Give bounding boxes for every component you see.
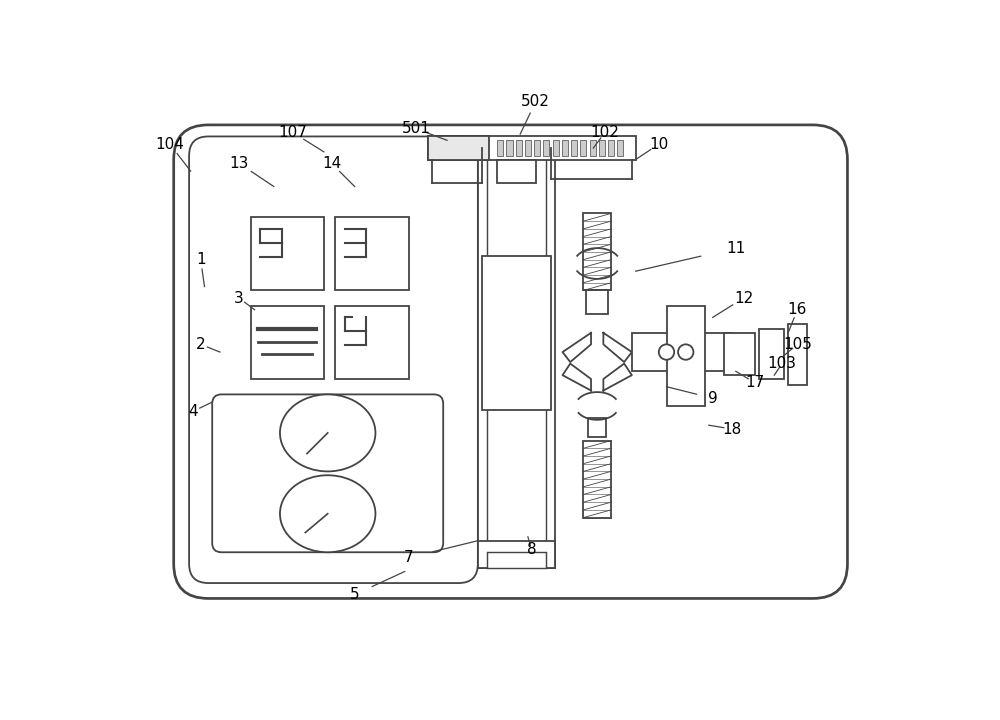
Bar bbox=[478, 541, 555, 567]
Bar bbox=[251, 217, 324, 290]
Text: 18: 18 bbox=[722, 421, 742, 436]
Bar bbox=[586, 290, 608, 313]
Polygon shape bbox=[563, 364, 591, 390]
Text: 13: 13 bbox=[229, 156, 249, 171]
Bar bbox=[617, 140, 623, 156]
Ellipse shape bbox=[280, 395, 375, 472]
Bar bbox=[583, 441, 611, 518]
Bar bbox=[590, 140, 596, 156]
Text: 4: 4 bbox=[188, 404, 198, 419]
Text: 12: 12 bbox=[734, 291, 753, 306]
Bar bbox=[335, 306, 409, 379]
Bar bbox=[497, 140, 503, 156]
Text: 105: 105 bbox=[783, 337, 812, 352]
Bar bbox=[571, 140, 577, 156]
FancyBboxPatch shape bbox=[174, 125, 847, 598]
Bar bbox=[534, 140, 540, 156]
Bar bbox=[788, 323, 807, 385]
Bar bbox=[553, 140, 559, 156]
Text: 3: 3 bbox=[234, 291, 244, 306]
Text: 2: 2 bbox=[196, 337, 205, 352]
Text: 103: 103 bbox=[768, 356, 796, 371]
Bar bbox=[759, 329, 784, 379]
Polygon shape bbox=[563, 333, 591, 362]
Bar bbox=[588, 418, 606, 437]
Bar bbox=[608, 140, 614, 156]
Bar bbox=[482, 256, 551, 410]
Bar bbox=[525, 140, 531, 156]
Polygon shape bbox=[603, 333, 632, 362]
Circle shape bbox=[678, 344, 693, 360]
Bar bbox=[562, 140, 568, 156]
Bar bbox=[724, 333, 755, 375]
Ellipse shape bbox=[280, 475, 375, 552]
Bar bbox=[580, 140, 586, 156]
Text: 11: 11 bbox=[726, 240, 745, 256]
Bar bbox=[428, 137, 636, 160]
Bar bbox=[251, 306, 324, 379]
Text: 102: 102 bbox=[590, 125, 619, 140]
Polygon shape bbox=[603, 364, 632, 390]
Bar bbox=[487, 156, 546, 560]
Text: 107: 107 bbox=[279, 125, 307, 140]
Text: 104: 104 bbox=[155, 137, 184, 152]
Text: 17: 17 bbox=[745, 375, 765, 390]
Text: 7: 7 bbox=[404, 550, 413, 565]
Bar bbox=[506, 140, 512, 156]
Bar bbox=[516, 140, 522, 156]
Text: 5: 5 bbox=[350, 587, 359, 602]
Text: 1: 1 bbox=[196, 252, 205, 267]
Text: 8: 8 bbox=[527, 542, 537, 557]
Bar bbox=[487, 552, 546, 567]
FancyBboxPatch shape bbox=[189, 137, 478, 583]
Bar bbox=[666, 306, 705, 406]
Text: 16: 16 bbox=[788, 302, 807, 318]
Circle shape bbox=[659, 344, 674, 360]
Text: 502: 502 bbox=[521, 94, 550, 109]
Bar bbox=[632, 333, 732, 372]
FancyBboxPatch shape bbox=[212, 395, 443, 552]
Text: 10: 10 bbox=[649, 137, 668, 152]
Bar bbox=[583, 213, 611, 290]
Bar bbox=[497, 160, 536, 183]
Bar bbox=[599, 140, 605, 156]
Text: 14: 14 bbox=[322, 156, 341, 171]
Text: 9: 9 bbox=[708, 391, 718, 406]
Text: 501: 501 bbox=[402, 121, 431, 136]
Bar bbox=[335, 217, 409, 290]
Bar bbox=[428, 137, 489, 160]
Bar bbox=[543, 140, 549, 156]
Bar bbox=[478, 148, 555, 567]
